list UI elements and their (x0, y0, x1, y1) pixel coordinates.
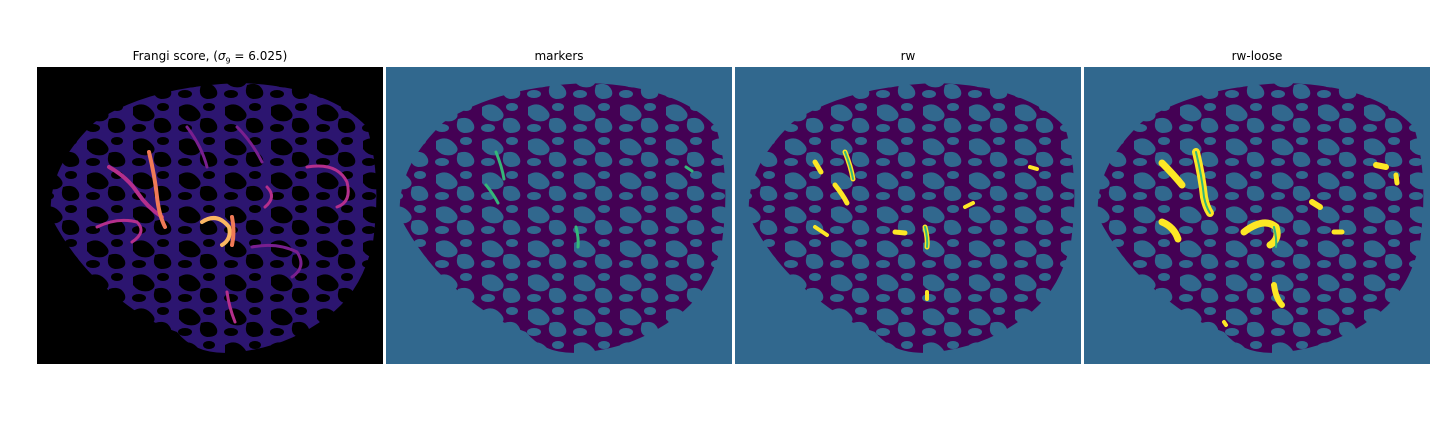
rw-image (735, 67, 1081, 364)
brain-region (1097, 83, 1424, 353)
rw-loose-segments (1158, 148, 1400, 327)
panel-rw-loose (1084, 67, 1430, 364)
panel-frangi-score (37, 67, 383, 364)
panel-title-rw-loose: rw-loose (1231, 49, 1283, 63)
brain-region (748, 83, 1075, 353)
panel-title-rw: rw (900, 49, 916, 63)
frangi-image (37, 67, 383, 364)
panel-markers (386, 67, 732, 364)
brain-region (399, 83, 726, 353)
panel-title-markers: markers (534, 49, 584, 63)
vessels (95, 125, 350, 324)
markers-image (386, 67, 732, 364)
panel-rw (735, 67, 1081, 364)
rw-loose-image (1084, 67, 1430, 364)
panel-title-frangi: Frangi score, (σ9 = 6.025) (132, 49, 288, 66)
marker-regions (484, 150, 694, 249)
rw-segments (812, 149, 1039, 301)
